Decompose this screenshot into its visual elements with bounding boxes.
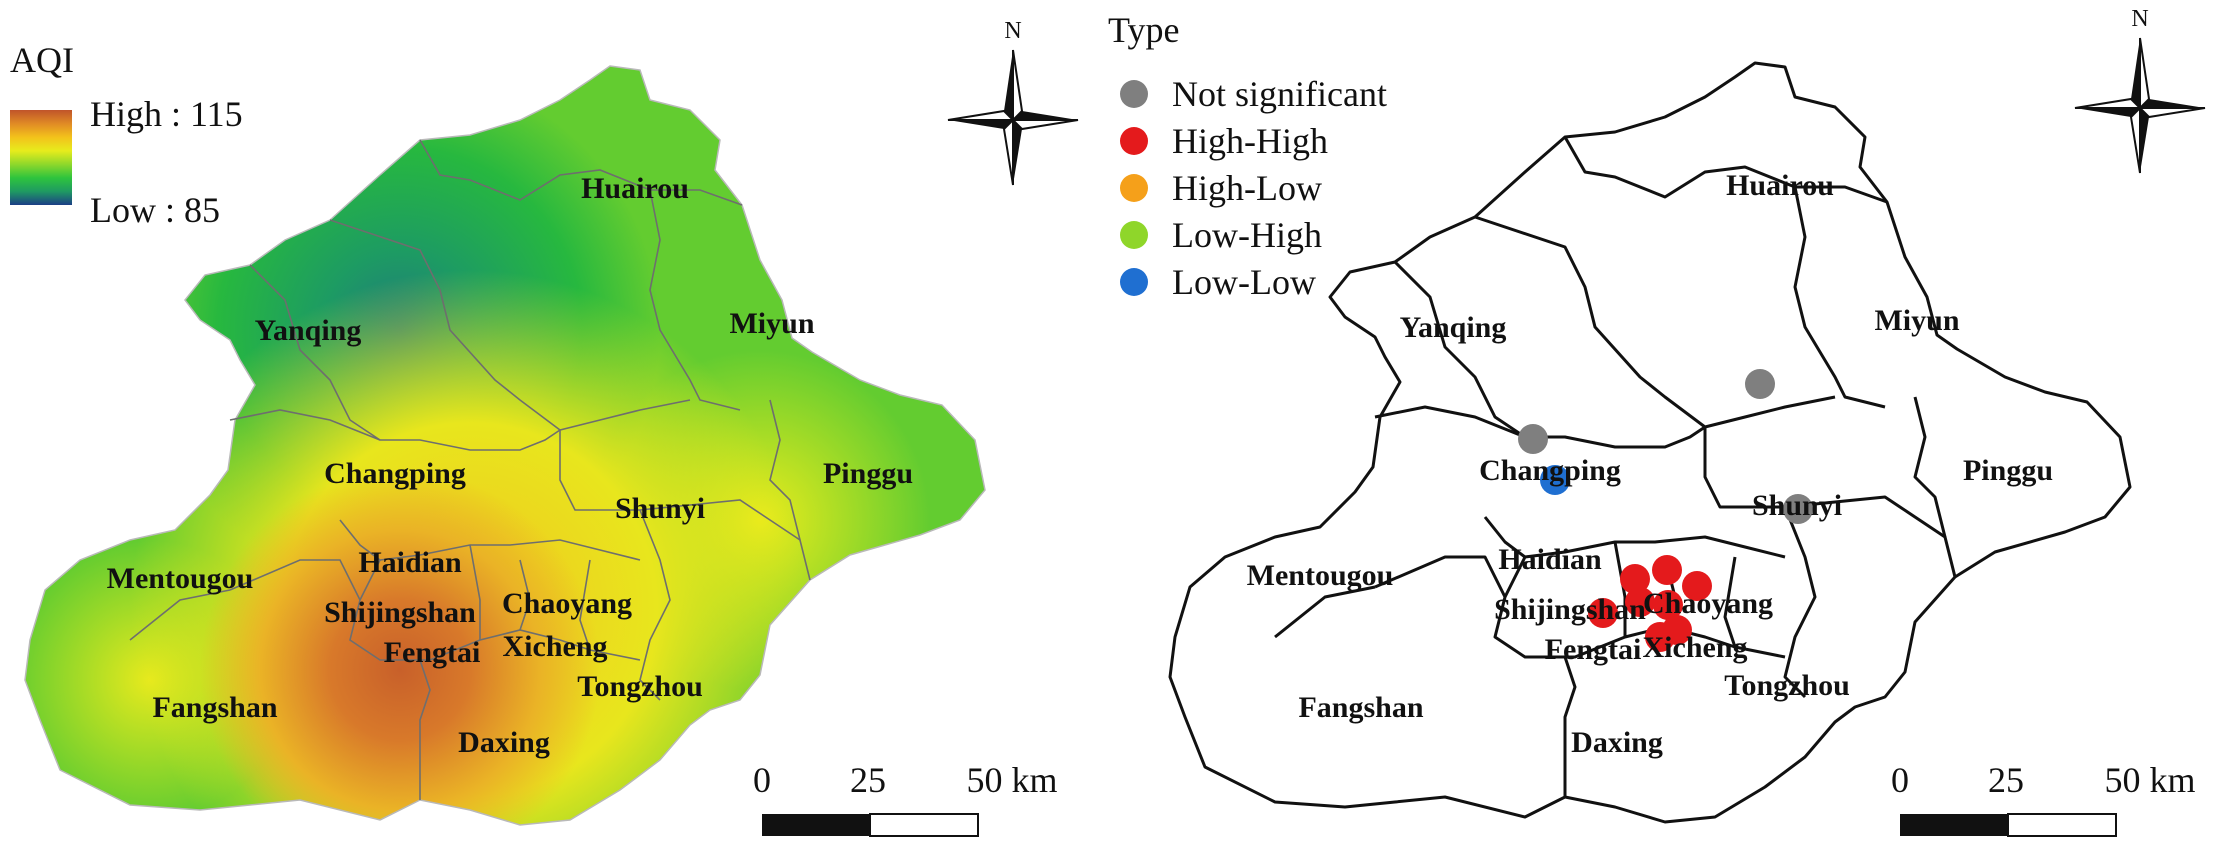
aqi-interpolation-map: Huairou Yanqing Miyun Changping Pinggu S… — [10, 18, 1079, 837]
point-high-high — [1662, 615, 1692, 645]
label-chaoyang: Chaoyang — [1643, 587, 1773, 620]
legend-swatch-high-low — [1120, 174, 1148, 202]
scale-label-50-left: 50 km — [966, 760, 1057, 800]
cluster-type-legend: Type Not significant High-High High-Low … — [1108, 10, 1387, 302]
monitoring-points — [1518, 369, 1813, 652]
compass-rose-icon — [2074, 37, 2206, 174]
label-shijingshan: Shijingshan — [324, 596, 476, 629]
scale-bar-right: 0 25 50 km — [1891, 760, 2196, 837]
label-miyun: Miyun — [1874, 304, 1959, 337]
legend-swatch-low-high — [1120, 221, 1148, 249]
aqi-legend-high: High : 115 — [90, 94, 243, 134]
point-not-significant — [1783, 494, 1813, 524]
aqi-legend-low: Low : 85 — [90, 190, 220, 230]
legend-item-high-high: High-High — [1120, 121, 1328, 161]
label-fengtai: Fengtai — [384, 636, 481, 669]
label-changping: Changping — [324, 457, 466, 490]
compass-rose-icon — [947, 49, 1079, 186]
north-label-right: N — [2131, 6, 2148, 32]
beijing-outline-left — [24, 65, 986, 826]
scale-bar-left: 0 25 50 km — [753, 760, 1058, 837]
label-shunyi: Shunyi — [615, 492, 705, 525]
label-mentougou: Mentougou — [1247, 559, 1394, 592]
district-labels-left: Huairou Yanqing Miyun Changping Pinggu S… — [107, 172, 913, 759]
label-haidian: Haidian — [358, 546, 462, 579]
legend-item-not-significant: Not significant — [1120, 74, 1387, 114]
label-yanqing: Yanqing — [1400, 311, 1507, 344]
label-xicheng: Xicheng — [503, 630, 608, 663]
legend-label-low-high: Low-High — [1172, 215, 1322, 255]
point-high-high — [1625, 587, 1655, 617]
label-mentougou: Mentougou — [107, 562, 254, 595]
legend-item-low-high: Low-High — [1120, 215, 1322, 255]
legend-swatch-high-high — [1120, 127, 1148, 155]
scale-label-0-left: 0 — [753, 760, 771, 800]
lisa-cluster-map: Huairou Yanqing Miyun Changping Pinggu S… — [1168, 61, 2132, 824]
point-low-low — [1540, 465, 1570, 495]
legend-item-low-low: Low-Low — [1120, 262, 1316, 302]
label-tongzhou: Tongzhou — [1724, 669, 1850, 702]
label-pinggu: Pinggu — [1963, 454, 2053, 487]
legend-item-high-low: High-Low — [1120, 168, 1322, 208]
label-chaoyang: Chaoyang — [502, 587, 632, 620]
point-high-high — [1652, 555, 1682, 585]
scale-bar-segment-light-right — [2007, 813, 2117, 837]
label-yanqing: Yanqing — [255, 314, 362, 347]
point-not-significant — [1518, 424, 1548, 454]
legend-label-not-significant: Not significant — [1172, 74, 1387, 114]
legend-label-high-high: High-High — [1172, 121, 1328, 161]
label-daxing: Daxing — [458, 726, 550, 759]
scale-bar-segment-dark-left — [762, 814, 870, 836]
cluster-legend-title: Type — [1108, 10, 1179, 50]
label-fangshan: Fangshan — [152, 691, 277, 724]
label-shijingshan: Shijingshan — [1494, 593, 1646, 626]
point-high-high — [1588, 598, 1618, 628]
label-haidian: Haidian — [1498, 543, 1602, 576]
aqi-legend-title: AQI — [10, 40, 74, 80]
district-labels-right: Huairou Yanqing Miyun Changping Pinggu S… — [1247, 169, 2053, 759]
label-daxing: Daxing — [1571, 726, 1663, 759]
point-high-high — [1682, 571, 1712, 601]
legend-label-high-low: High-Low — [1172, 168, 1322, 208]
label-tongzhou: Tongzhou — [577, 670, 703, 703]
beijing-outline-right — [1168, 61, 2132, 824]
label-fangshan: Fangshan — [1298, 691, 1423, 724]
point-high-high — [1653, 590, 1683, 620]
north-label-left: N — [1004, 18, 1021, 44]
scale-label-0-right: 0 — [1891, 760, 1909, 800]
district-boundaries-left — [129, 139, 811, 800]
scale-label-25-left: 25 — [850, 760, 886, 800]
scale-bar-segment-light-left — [869, 813, 979, 837]
label-xicheng: Xicheng — [1643, 631, 1748, 664]
legend-swatch-low-low — [1120, 268, 1148, 296]
aqi-legend: AQI High : 115 Low : 85 — [10, 40, 243, 230]
label-pinggu: Pinggu — [823, 457, 913, 490]
scale-label-25-right: 25 — [1988, 760, 2024, 800]
scale-bar-segment-dark-right — [1900, 814, 2008, 836]
label-shunyi: Shunyi — [1752, 489, 1842, 522]
north-arrow-left: N — [947, 18, 1079, 186]
label-huairou: Huairou — [581, 172, 689, 205]
district-boundaries-right — [1274, 136, 1957, 797]
point-high-high — [1620, 564, 1650, 594]
legend-label-low-low: Low-Low — [1172, 262, 1316, 302]
label-miyun: Miyun — [729, 307, 814, 340]
label-changping: Changping — [1479, 454, 1621, 487]
label-fengtai: Fengtai — [1545, 633, 1642, 666]
aqi-legend-bar — [10, 110, 72, 205]
label-huairou: Huairou — [1726, 169, 1834, 202]
scale-label-50-right: 50 km — [2104, 760, 2195, 800]
point-not-significant — [1745, 369, 1775, 399]
north-arrow-right: N — [2074, 6, 2206, 174]
legend-swatch-not-significant — [1120, 80, 1148, 108]
